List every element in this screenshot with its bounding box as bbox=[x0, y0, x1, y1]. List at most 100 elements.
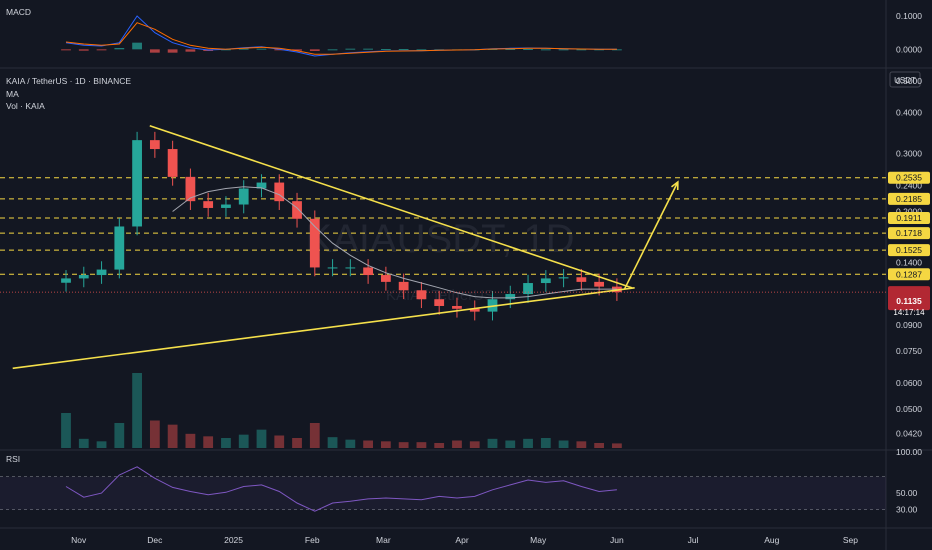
candle-body bbox=[558, 277, 569, 279]
level-price-label: 0.1911 bbox=[896, 213, 922, 223]
level-price-label: 0.1718 bbox=[896, 228, 922, 238]
macd-histogram-bar bbox=[345, 48, 356, 50]
candle-body bbox=[452, 305, 462, 309]
triangle-trendline[interactable] bbox=[149, 125, 633, 289]
candle-body bbox=[61, 278, 71, 283]
level-price-label: 0.2185 bbox=[896, 194, 922, 204]
macd-histogram-bar bbox=[61, 49, 71, 51]
level-price-label: 0.2535 bbox=[896, 173, 922, 183]
macd-histogram-bar bbox=[149, 49, 160, 53]
rsi-tick-label: 50.00 bbox=[896, 488, 918, 498]
currency-label: USDT bbox=[894, 76, 916, 85]
macd-pane[interactable]: 0.1000 0.0000 bbox=[61, 11, 922, 57]
time-tick-label: Sep bbox=[843, 535, 858, 545]
macd-histogram-bar bbox=[416, 49, 427, 51]
candle-body bbox=[523, 283, 533, 295]
volume-indicator-label[interactable]: Vol · KAIA bbox=[6, 101, 45, 111]
candle-body bbox=[274, 182, 285, 202]
last-price-value: 0.1135 bbox=[896, 296, 922, 306]
triangle-trendlines[interactable] bbox=[12, 125, 679, 370]
price-tick-label: 0.2400 bbox=[896, 180, 922, 190]
candle-body bbox=[238, 188, 249, 205]
candle-body bbox=[345, 267, 356, 269]
macd-histogram-bar bbox=[221, 49, 231, 51]
candle-body bbox=[96, 269, 107, 276]
symbol-title[interactable]: KAIA / TetherUS · 1D · BINANCE bbox=[6, 76, 131, 86]
triangle-trendline[interactable] bbox=[12, 287, 635, 370]
candle-body bbox=[540, 278, 551, 284]
macd-tick-label: 0.0000 bbox=[896, 44, 922, 54]
volume-bar bbox=[149, 420, 160, 448]
rsi-label[interactable]: RSI bbox=[6, 454, 20, 464]
volume-bar bbox=[221, 438, 231, 448]
price-tick-label: 0.5000 bbox=[896, 76, 922, 86]
breakout-arrow-head[interactable] bbox=[671, 180, 679, 190]
macd-tick-label: 0.1000 bbox=[896, 11, 922, 21]
candle-body bbox=[416, 290, 427, 300]
level-price-labels: 0.2535 0.2185 0.1911 0.1718 0.1525 0.1287 bbox=[888, 171, 930, 281]
volume-bar bbox=[469, 441, 480, 448]
level-price-badge bbox=[888, 268, 930, 281]
volume-bar bbox=[594, 443, 605, 448]
macd-histogram-bar bbox=[540, 49, 551, 51]
candle-body bbox=[78, 275, 89, 279]
price-axis-ticks[interactable]: 0.5000 0.4000 0.3000 0.2400 0.2000 0.1400 0.09… bbox=[896, 76, 922, 439]
volume-bar bbox=[238, 434, 249, 448]
level-price-label: 0.1287 bbox=[896, 269, 922, 279]
volume-bar bbox=[380, 441, 391, 448]
level-price-label: 0.1525 bbox=[896, 245, 922, 255]
ma-indicator-label[interactable]: MA bbox=[6, 89, 19, 99]
macd-histogram-bar bbox=[523, 49, 533, 50]
macd-histogram-bar bbox=[505, 49, 516, 50]
candle-body bbox=[185, 176, 196, 202]
price-tick-label: 0.1400 bbox=[896, 257, 922, 267]
macd-histogram-bar bbox=[309, 49, 320, 51]
time-axis[interactable]: Nov Dec 2025 Feb Mar Apr May Jun Jul Aug Sep bbox=[71, 535, 858, 545]
volume-bars bbox=[61, 373, 622, 448]
rsi-band-fill bbox=[0, 476, 886, 510]
macd-histogram-bar bbox=[274, 49, 285, 51]
macd-histogram-bar bbox=[363, 48, 373, 50]
level-price-badge bbox=[888, 192, 930, 205]
price-tick-label: 0.3000 bbox=[896, 149, 922, 159]
volume-bar bbox=[132, 373, 142, 448]
volume-bar bbox=[185, 433, 196, 448]
price-tick-label: 0.0900 bbox=[896, 320, 922, 330]
price-candles bbox=[61, 131, 622, 321]
rsi-line[interactable] bbox=[65, 466, 617, 512]
time-tick-label: Mar bbox=[376, 535, 391, 545]
symbol-watermark-subtitle: KAIA / TetherUS bbox=[386, 287, 494, 304]
price-tick-label: 0.0750 bbox=[896, 346, 922, 356]
volume-bar bbox=[345, 439, 356, 448]
time-tick-label: May bbox=[530, 535, 547, 545]
volume-bar bbox=[540, 438, 551, 448]
time-tick-label: Feb bbox=[305, 535, 320, 545]
rsi-tick-label: 30.00 bbox=[896, 505, 918, 515]
macd-histogram-bar bbox=[292, 49, 302, 51]
rsi-axis-ticks: 100.00 50.00 30.00 bbox=[896, 447, 922, 515]
volume-bar bbox=[114, 423, 125, 448]
macd-histogram-bar bbox=[594, 49, 605, 51]
candle-body bbox=[576, 277, 587, 282]
candle-body bbox=[469, 308, 480, 312]
support-resistance-levels[interactable] bbox=[0, 177, 886, 275]
time-tick-label: Dec bbox=[147, 535, 163, 545]
candle-body bbox=[434, 299, 445, 306]
candle-body bbox=[292, 201, 302, 219]
breakout-arrow-line[interactable] bbox=[623, 181, 679, 290]
macd-histogram-bar bbox=[380, 49, 391, 50]
volume-bar bbox=[292, 438, 302, 448]
macd-signal-line[interactable] bbox=[65, 22, 617, 55]
volume-bar bbox=[558, 440, 569, 448]
time-tick-label: Jun bbox=[610, 535, 624, 545]
currency-badge[interactable] bbox=[889, 71, 921, 88]
macd-label[interactable]: MACD bbox=[6, 7, 31, 17]
ma-line[interactable] bbox=[172, 186, 617, 299]
macd-histogram-bar bbox=[576, 49, 587, 51]
level-price-badge bbox=[888, 244, 930, 257]
candle-body bbox=[309, 218, 320, 268]
candle-body bbox=[167, 149, 178, 177]
candle-body bbox=[149, 140, 160, 150]
